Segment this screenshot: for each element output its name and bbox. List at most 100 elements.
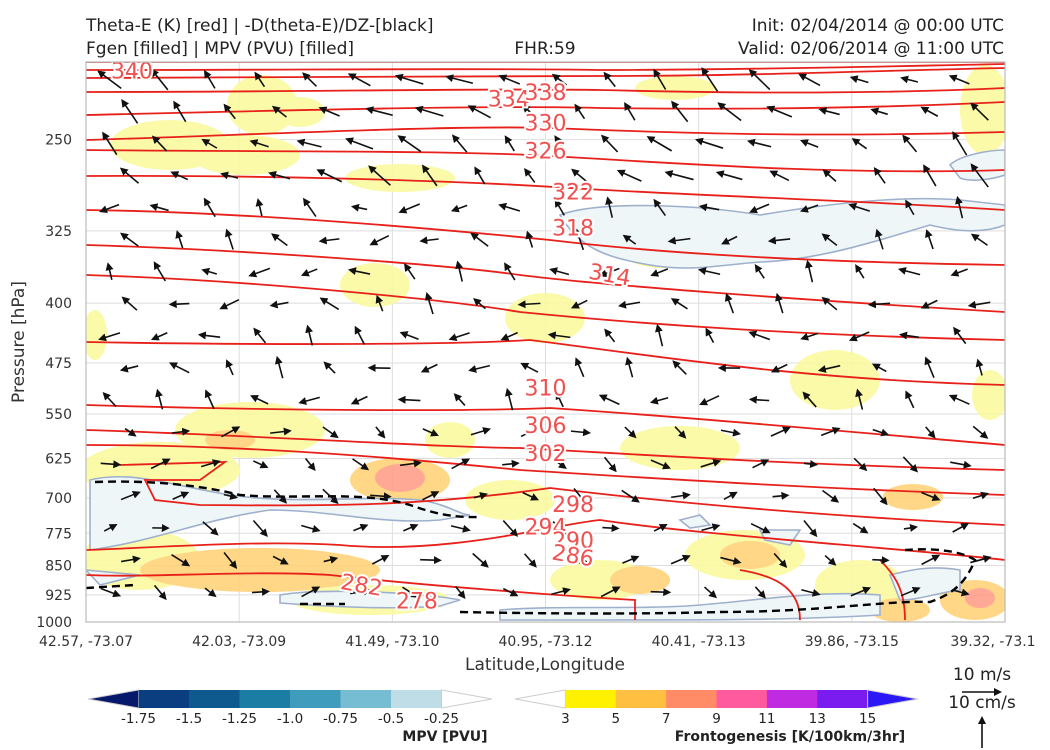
wind-vector [220, 171, 239, 180]
wind-vector [424, 292, 434, 315]
frontogenesis-colorbar-title: Frontogenesis [K/100km/3hr] [675, 729, 905, 745]
wind-vector [517, 300, 541, 309]
wind-vector [570, 299, 588, 309]
wind-vector [323, 556, 339, 564]
colorbar-segment [766, 690, 818, 708]
colorbar-segment [189, 690, 240, 708]
wind-vector [875, 228, 884, 250]
wind-vector [498, 202, 521, 212]
wind-vector [451, 134, 468, 153]
wind-vector [897, 267, 921, 276]
colorbar-tick-label: -1.75 [121, 711, 156, 727]
wind-vector [318, 236, 340, 245]
wind-vector [368, 165, 391, 186]
wind-key-vertical-label: 10 cm/s [948, 693, 1016, 713]
frontogenesis-colorbar: 3 5 7 9 11 13 15 [514, 689, 919, 727]
colorbar-tick-label: 3 [561, 711, 570, 727]
wind-vector [824, 554, 837, 566]
wind-vector [766, 105, 793, 118]
y-tick-label: 1000 [36, 615, 72, 631]
wind-vector [622, 234, 637, 245]
wind-vector [402, 586, 420, 598]
wind-vector [153, 261, 166, 282]
wind-vector [369, 234, 390, 246]
wind-vector [524, 167, 536, 183]
wind-vector [603, 456, 617, 473]
wind-vector [102, 392, 117, 408]
wind-vector [953, 326, 967, 345]
wind-vector [855, 264, 865, 279]
x-tick-label: 41.49, -73.10 [345, 634, 439, 650]
wind-vector [873, 487, 888, 506]
theta-e-label: 306 [525, 414, 567, 439]
wind-vector [549, 267, 570, 276]
wind-vector [903, 524, 919, 532]
theta-e-label: 294 [525, 516, 567, 541]
colorbar-segment [87, 689, 139, 709]
theta-e-label: 298 [552, 493, 594, 518]
wind-vector [201, 267, 218, 276]
wind-vector [350, 203, 368, 212]
wind-vector [397, 135, 422, 153]
wind-vector [274, 355, 284, 379]
wind-vector [618, 300, 641, 309]
wind-vector [970, 555, 992, 564]
wind-vector [767, 236, 791, 245]
wind-vector [219, 298, 240, 310]
wind-vector [574, 228, 585, 251]
x-axis-label: Latitude,Longitude [465, 655, 625, 675]
wind-vector [500, 331, 518, 341]
wind-vector [353, 523, 369, 532]
colorbar-segment [441, 689, 493, 709]
wind-vector [304, 458, 316, 472]
wind-vector [204, 69, 216, 89]
wind-vector [920, 106, 939, 117]
colorbar-tick-label: -1.5 [176, 711, 202, 727]
wind-vector [664, 170, 694, 181]
wind-vector [921, 554, 941, 566]
y-tick-label: 775 [45, 526, 72, 542]
wind-vector [967, 300, 991, 309]
wind-vector [723, 491, 738, 500]
wind-vector [414, 105, 444, 117]
wind-vector [802, 391, 817, 408]
wind-vector [347, 267, 371, 276]
wind-vector [253, 460, 269, 469]
wind-vector [200, 459, 221, 468]
colorbar-tick-label: -0.25 [424, 711, 459, 727]
wind-vector [605, 196, 614, 218]
wind-vector [672, 360, 687, 375]
wind-vector [467, 105, 491, 119]
wind-vector [221, 426, 241, 438]
wind-vector [646, 136, 673, 152]
wind-vector [649, 396, 669, 405]
wind-vector [119, 167, 140, 184]
wind-vector [365, 106, 393, 117]
wind-vector [603, 71, 616, 88]
theta-e-label: 322 [552, 180, 594, 205]
wind-key: 10 m/s 10 cm/s [948, 665, 1016, 748]
colorbar-tick-label: -1.25 [222, 711, 257, 727]
wind-vector [923, 164, 937, 187]
wind-vector [801, 588, 821, 597]
wind-vector [748, 395, 770, 404]
wind-vector [650, 268, 669, 277]
wind-vector [867, 300, 891, 309]
wind-vector [748, 330, 771, 341]
wind-vector [848, 331, 870, 342]
wind-vector [203, 197, 216, 218]
wind-vector [350, 587, 372, 596]
wind-vector [419, 236, 439, 245]
wind-vector [622, 555, 640, 564]
wind-vector [621, 489, 640, 503]
wind-vector [370, 492, 392, 501]
wind-vector [905, 199, 915, 216]
theta-e-labels: 3403343383303263223183143103063022982942… [109, 62, 634, 616]
wind-vector [574, 103, 586, 120]
wind-vector [197, 331, 221, 340]
colorbar-tick-label: 15 [859, 711, 876, 727]
theta-e-label: 302 [525, 442, 567, 467]
wind-vector [223, 552, 238, 570]
wind-vector [598, 267, 620, 278]
wind-vector [319, 297, 340, 311]
